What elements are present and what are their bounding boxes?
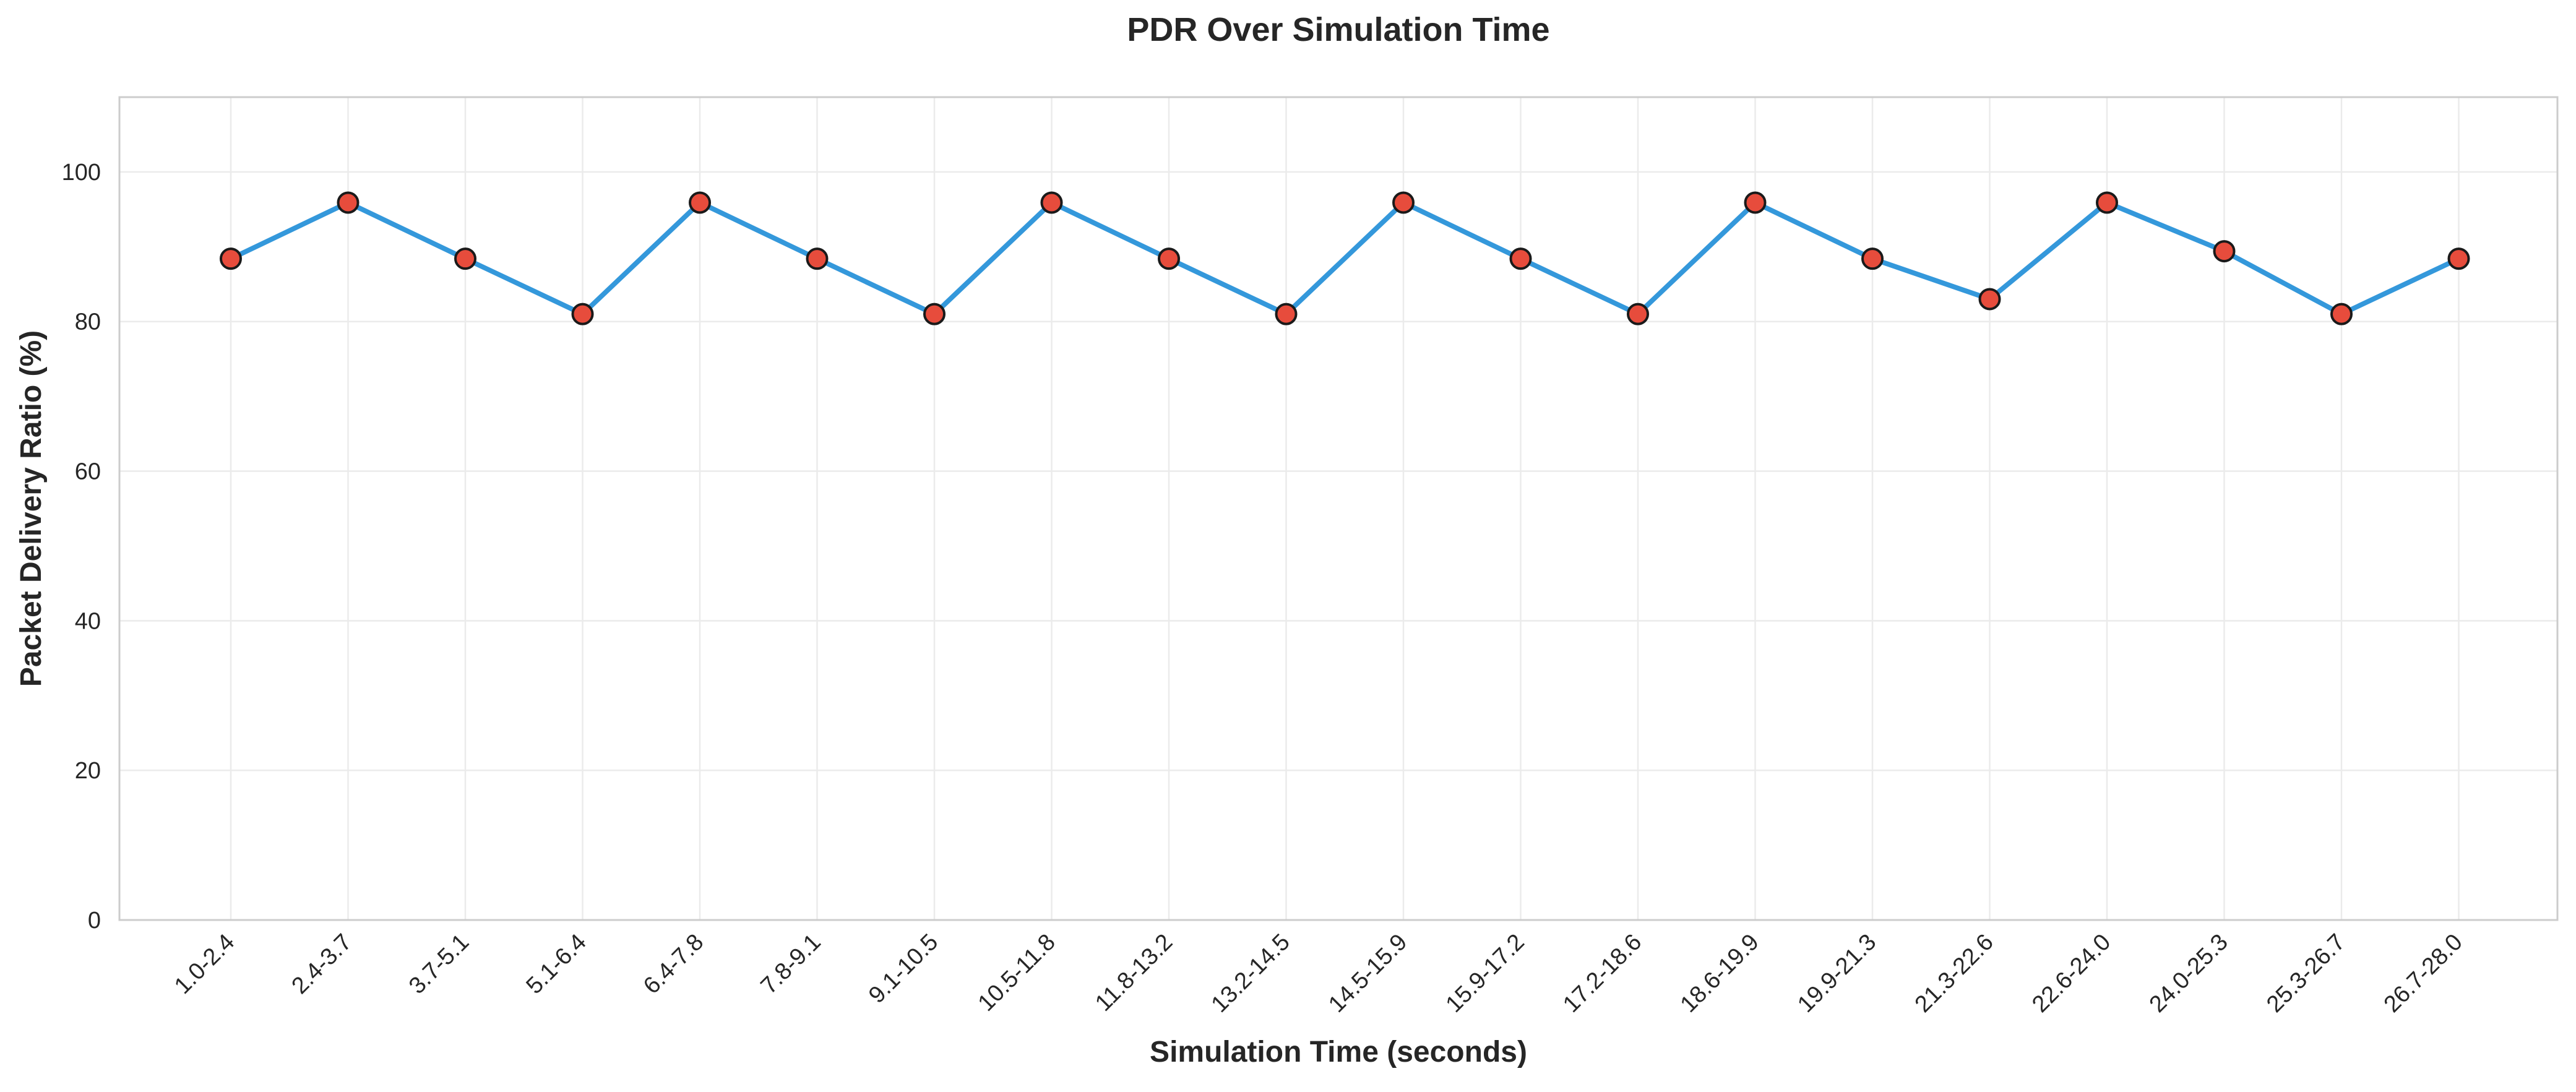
- data-point-marker: [1040, 191, 1063, 214]
- data-point-marker: [1744, 191, 1767, 214]
- data-point-marker: [1158, 247, 1180, 270]
- data-point-marker: [1275, 303, 1298, 325]
- data-point-marker: [2330, 303, 2353, 325]
- data-point-marker: [1392, 191, 1415, 214]
- series-line: [228, 200, 2462, 317]
- x-axis-label: Simulation Time (seconds): [1150, 1036, 1527, 1068]
- y-tick-label: 100: [62, 160, 101, 186]
- y-tick-labels: 0 20 40 60 80 100: [62, 160, 101, 934]
- data-point-marker: [1861, 247, 1884, 270]
- data-point-marker: [2213, 240, 2236, 263]
- data-point-marker: [2447, 247, 2470, 270]
- data-point-marker: [571, 303, 594, 325]
- data-point-marker: [923, 303, 946, 325]
- y-tick-label: 40: [75, 608, 101, 634]
- grid-layer: [119, 97, 2557, 921]
- data-point-marker: [337, 191, 360, 214]
- data-point-markers: [220, 191, 2470, 325]
- y-tick-label: 80: [75, 309, 101, 335]
- y-axis-label: Packet Delivery Ratio (%): [15, 330, 48, 687]
- data-point-marker: [689, 191, 711, 214]
- plot-area-frame: [118, 96, 2559, 921]
- y-tick-label: 20: [75, 758, 101, 784]
- data-point-marker: [220, 247, 242, 270]
- data-point-marker: [1627, 303, 1649, 325]
- data-point-marker: [2096, 191, 2118, 214]
- data-point-marker: [1509, 247, 1532, 270]
- chart-title: PDR Over Simulation Time: [1127, 11, 1549, 48]
- y-tick-label: 60: [75, 459, 101, 485]
- data-point-marker: [806, 247, 829, 270]
- data-point-marker: [454, 247, 476, 270]
- y-tick-label: 0: [88, 908, 101, 934]
- data-point-marker: [1978, 288, 2001, 311]
